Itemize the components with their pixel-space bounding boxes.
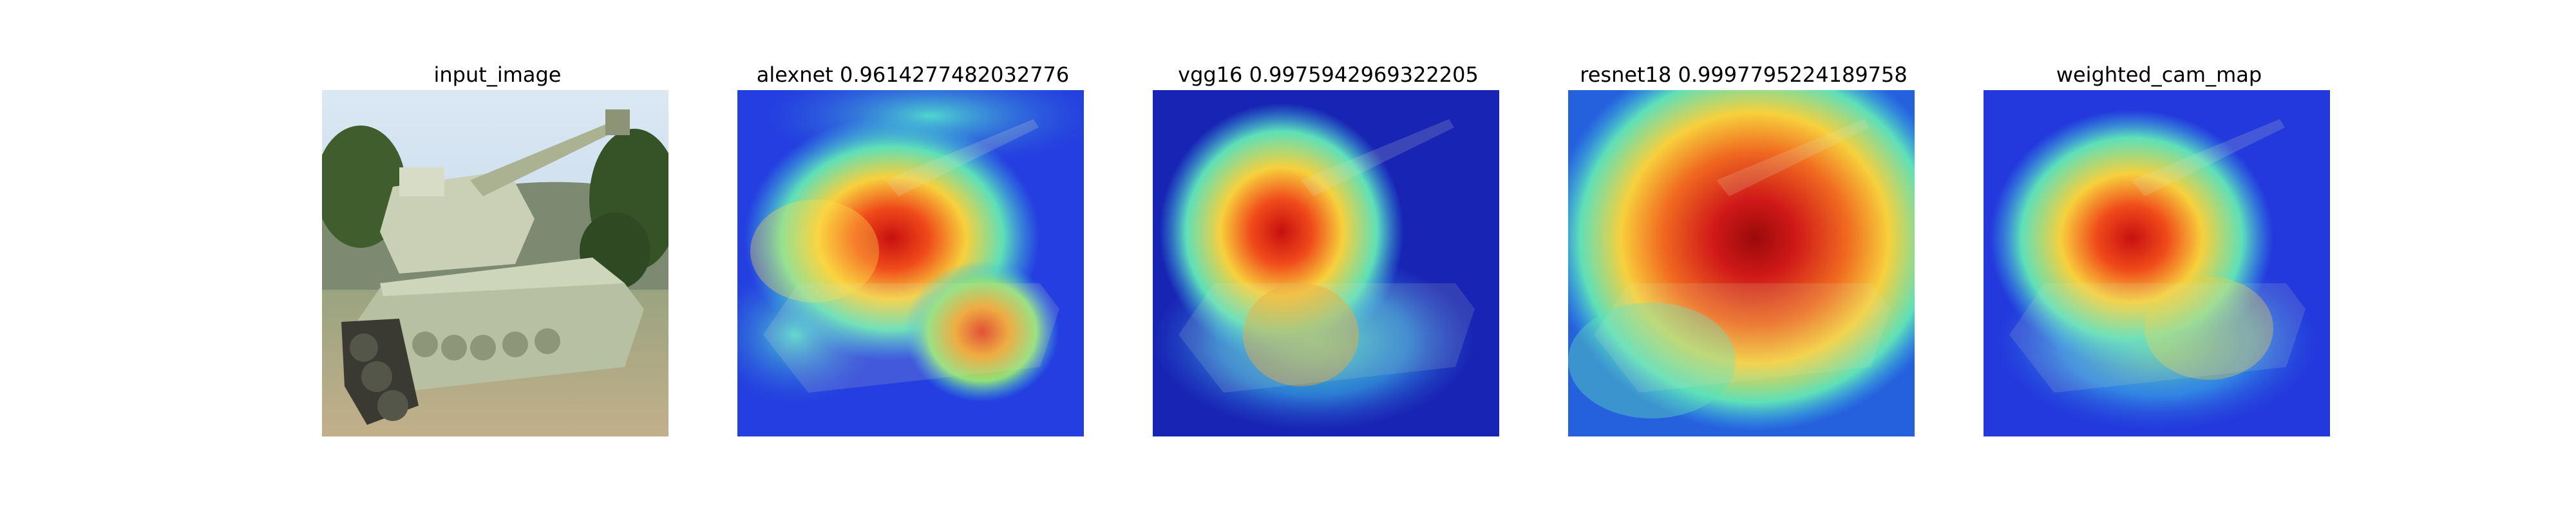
input-photo [322,90,668,436]
panel-title: alexnet 0.9614277482032776 [756,62,1070,87]
panel-title: input_image [433,62,562,87]
vgg16-heatmap [1153,90,1499,436]
weighted-cam-heatmap [1984,90,2330,436]
panel-title: resnet18 0.9997795224189758 [1580,62,1908,87]
resnet18-heatmap [1568,90,1915,436]
panel-resnet18-cam: resnet18 0.9997795224189758 [1568,62,1919,436]
panel-vgg16-cam: vgg16 0.9975942969322205 [1153,62,1504,436]
panel-title: vgg16 0.9975942969322205 [1178,62,1479,87]
panel-weighted-cam-map: weighted_cam_map [1984,62,2334,436]
panel-input-image: input_image [322,62,673,436]
panel-title: weighted_cam_map [2056,62,2262,87]
alexnet-heatmap [737,90,1084,436]
panel-alexnet-cam: alexnet 0.9614277482032776 [737,62,1088,436]
